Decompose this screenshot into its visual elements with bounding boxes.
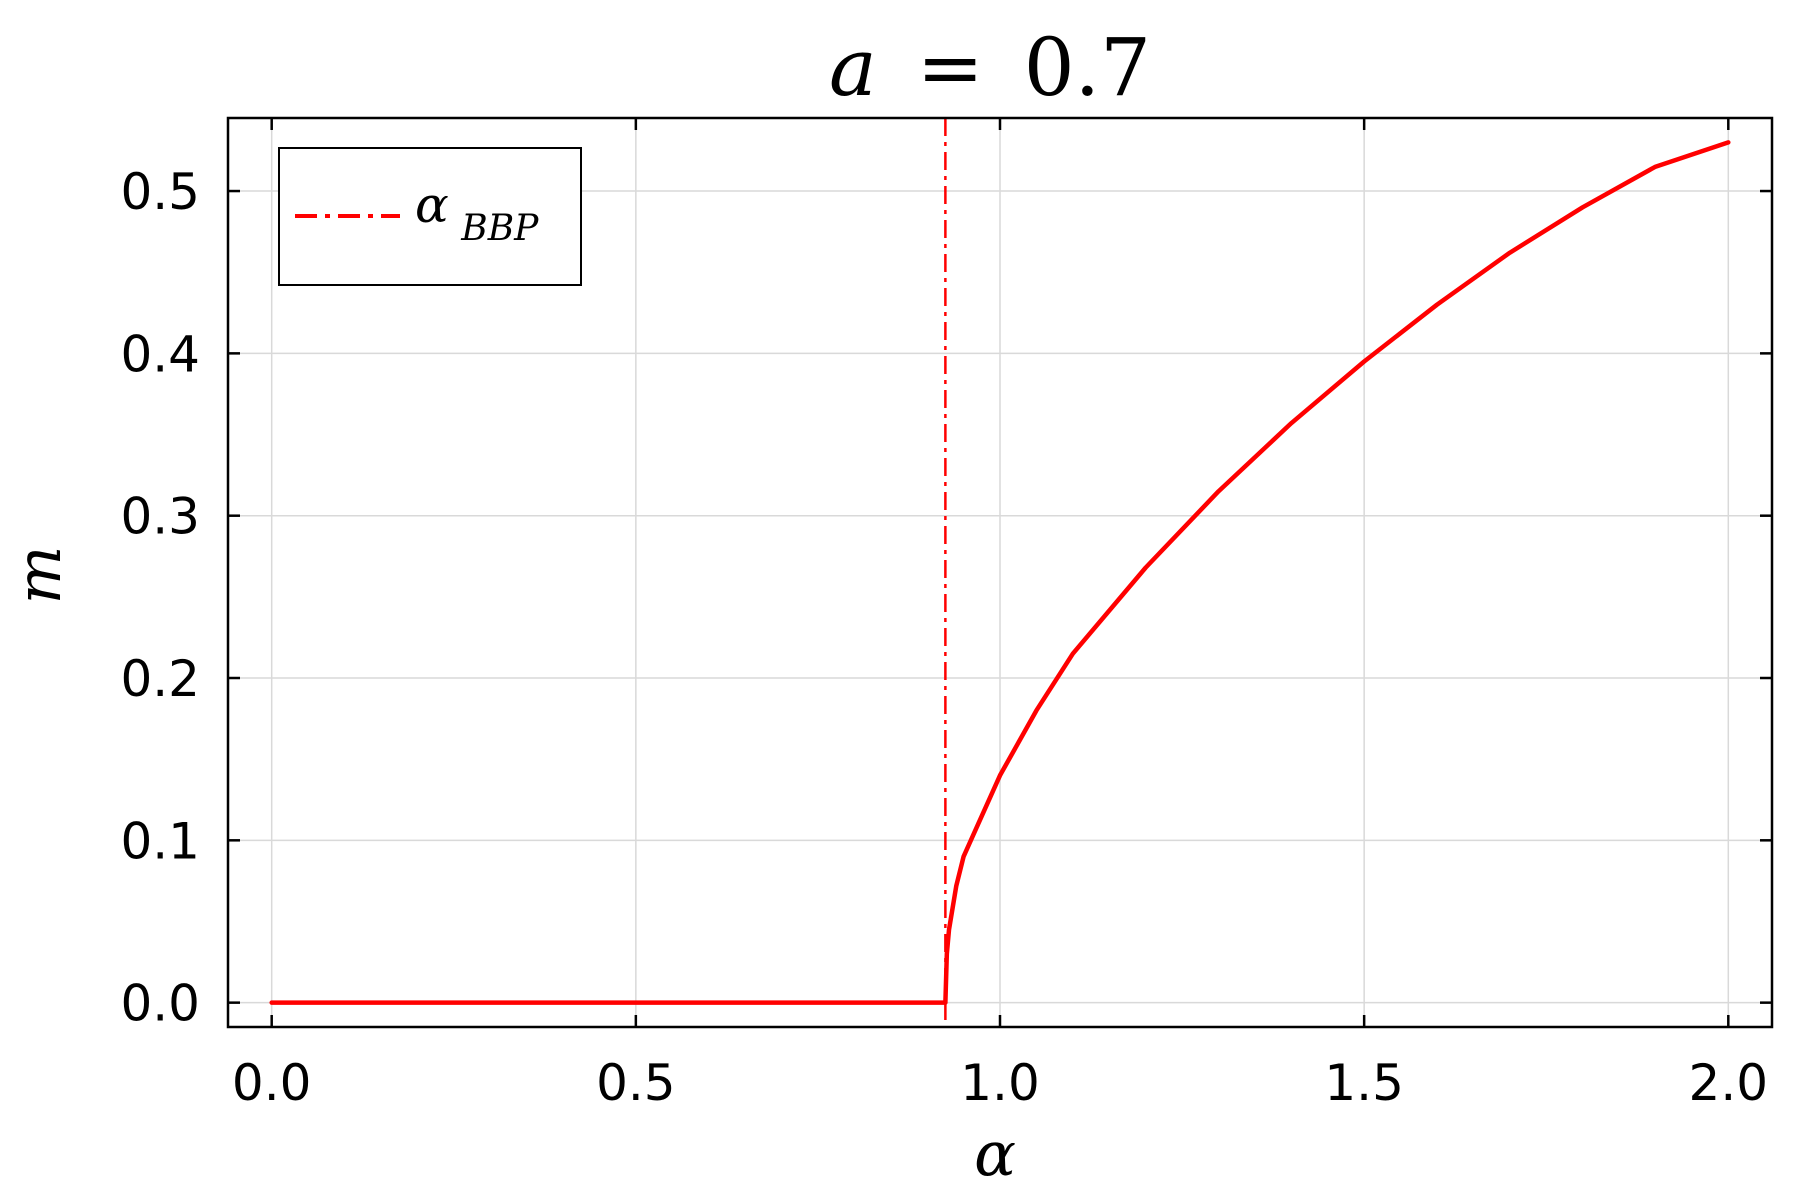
y-tick-label: 0.2 bbox=[120, 650, 200, 708]
x-tick-label: 1.5 bbox=[1324, 1054, 1404, 1112]
y-tick-label: 0.3 bbox=[120, 488, 200, 546]
y-tick-label: 0.5 bbox=[120, 163, 200, 221]
legend: α BBP bbox=[278, 147, 582, 286]
x-axis-label: α bbox=[974, 1117, 1016, 1190]
legend-label-base: α bbox=[415, 176, 449, 234]
series-layer bbox=[269, 118, 1731, 1027]
legend-label-bbp: α BBP bbox=[415, 176, 539, 249]
ticks: 0.0 0.5 1.0 1.5 2.0 0.0 0.1 0.2 0.3 0.4 0.5 bbox=[120, 118, 1772, 1112]
y-tick-label: 0.0 bbox=[120, 975, 200, 1033]
y-axis-label: m bbox=[2, 546, 75, 605]
title-op: = bbox=[917, 21, 984, 114]
series-line-m bbox=[269, 140, 1731, 1005]
title-var: a bbox=[829, 21, 877, 114]
x-tick-label: 1.0 bbox=[960, 1054, 1040, 1112]
chart-title: a = 0.7 bbox=[829, 21, 1151, 114]
x-tick-label: 2.0 bbox=[1689, 1054, 1769, 1112]
y-tick-label: 0.4 bbox=[120, 325, 200, 383]
x-tick-label: 0.5 bbox=[596, 1054, 676, 1112]
legend-label-subscript: BBP bbox=[460, 208, 539, 249]
title-value: 0.7 bbox=[1024, 21, 1151, 114]
y-tick-label: 0.1 bbox=[120, 812, 200, 870]
x-tick-label: 0.0 bbox=[232, 1054, 312, 1112]
